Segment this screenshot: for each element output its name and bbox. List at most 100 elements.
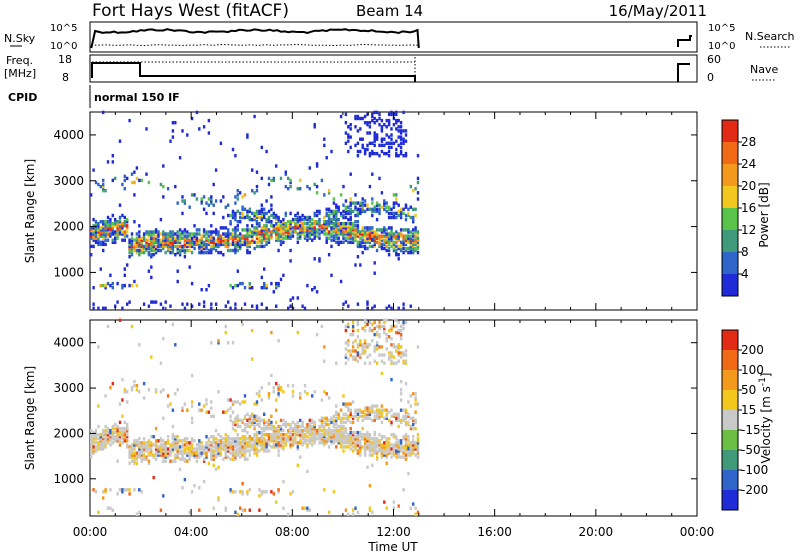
heatmap-cell — [361, 250, 364, 255]
heatmap-cell — [325, 226, 328, 230]
heatmap-cell — [402, 414, 405, 418]
heatmap-cell — [392, 211, 396, 216]
heatmap-cell — [236, 447, 239, 451]
heatmap-cell — [289, 492, 292, 496]
heatmap-cell — [354, 447, 357, 451]
heatmap-cell — [224, 437, 227, 441]
heatmap-cell — [308, 215, 311, 220]
heatmap-cell — [150, 246, 153, 251]
heatmap-cell — [116, 459, 119, 463]
heatmap-cell — [299, 234, 302, 238]
heatmap-cell — [325, 224, 328, 228]
heatmap-cell — [147, 445, 151, 449]
heatmap-cell — [229, 488, 232, 492]
heatmap-cell — [258, 488, 261, 492]
heatmap-cell — [279, 220, 283, 224]
heatmap-cell — [263, 433, 266, 437]
heatmap-cell — [260, 228, 263, 232]
heatmap-cell — [260, 398, 263, 402]
heatmap-cell — [337, 412, 340, 416]
heatmap-cell — [335, 418, 338, 423]
heatmap-cell — [402, 234, 405, 238]
heatmap-cell — [154, 248, 158, 253]
heatmap-cell — [308, 441, 311, 445]
heatmap-cell — [147, 232, 151, 236]
heatmap-cell — [313, 230, 316, 234]
heatmap-cell — [279, 226, 283, 230]
heatmap-cell — [193, 240, 196, 244]
heatmap-cell — [150, 453, 153, 457]
heatmap-cell — [265, 224, 268, 228]
heatmap-cell — [371, 404, 374, 408]
heatmap-cell — [147, 234, 151, 238]
heatmap-cell — [195, 236, 199, 240]
heatmap-cell — [255, 402, 259, 406]
heatmap-cell — [330, 222, 333, 226]
heatmap-cell — [140, 441, 143, 445]
heatmap-cell — [97, 242, 100, 247]
heatmap-cell — [169, 238, 172, 242]
heatmap-cell — [241, 195, 244, 199]
heatmap-cell — [344, 300, 348, 304]
heatmap-cell — [397, 451, 400, 455]
heatmap-cell — [255, 184, 259, 189]
heatmap-cell — [272, 226, 275, 230]
heatmap-cell — [395, 449, 398, 453]
heatmap-cell — [323, 443, 326, 447]
heatmap-cell — [207, 234, 211, 238]
heatmap-cell — [375, 439, 379, 443]
heatmap-cell — [224, 205, 227, 209]
heatmap-cell — [224, 451, 227, 455]
heatmap-cell — [267, 238, 271, 242]
heatmap-cell — [383, 226, 386, 230]
heatmap-cell — [236, 418, 239, 423]
heatmap-cell — [277, 238, 280, 242]
heatmap-cell — [263, 238, 266, 242]
heatmap-cell — [135, 384, 139, 388]
heatmap-cell — [399, 213, 403, 218]
heatmap-cell — [142, 443, 146, 447]
heatmap-cell — [200, 240, 203, 244]
heatmap-cell — [94, 445, 98, 449]
heatmap-cell — [202, 125, 206, 129]
heatmap-cell — [371, 445, 374, 449]
heatmap-cell — [306, 506, 309, 510]
heatmap-cell — [267, 437, 271, 441]
heatmap-cell — [339, 114, 343, 119]
heatmap-cell — [255, 222, 259, 226]
heatmap-cell — [294, 428, 297, 433]
heatmap-cell — [243, 240, 247, 244]
heatmap-cell — [380, 420, 384, 425]
heatmap-cell — [222, 437, 225, 441]
heatmap-cell — [349, 439, 352, 443]
heatmap-cell — [164, 238, 167, 242]
heatmap-cell — [248, 286, 251, 290]
heatmap-cell — [347, 135, 350, 139]
heatmap-cell — [397, 353, 400, 357]
heatmap-cell — [121, 490, 124, 494]
heatmap-cell — [133, 461, 136, 465]
heatmap-cell — [275, 445, 278, 449]
heatmap-cell — [140, 244, 143, 249]
heatmap-cell — [301, 428, 304, 433]
heatmap-cell — [380, 435, 384, 439]
heatmap-cell — [214, 242, 218, 247]
heatmap-cell — [397, 203, 400, 207]
heatmap-cell — [109, 220, 112, 224]
heatmap-cell — [224, 449, 227, 453]
freq-right-tick-top: 60 — [707, 53, 721, 66]
heatmap-cell — [366, 143, 369, 148]
heatmap-cell — [366, 236, 369, 240]
heatmap-cell — [248, 453, 251, 457]
heatmap-cell — [198, 455, 201, 459]
heatmap-cell — [416, 240, 420, 244]
heatmap-cell — [258, 494, 261, 498]
heatmap-cell — [222, 447, 225, 451]
heatmap-cell — [114, 437, 117, 441]
heatmap-cell — [395, 244, 398, 249]
heatmap-cell — [409, 242, 412, 247]
heatmap-cell — [227, 455, 230, 459]
heatmap-cell — [402, 240, 405, 244]
heatmap-cell — [361, 145, 364, 150]
heatmap-cell — [145, 457, 148, 461]
